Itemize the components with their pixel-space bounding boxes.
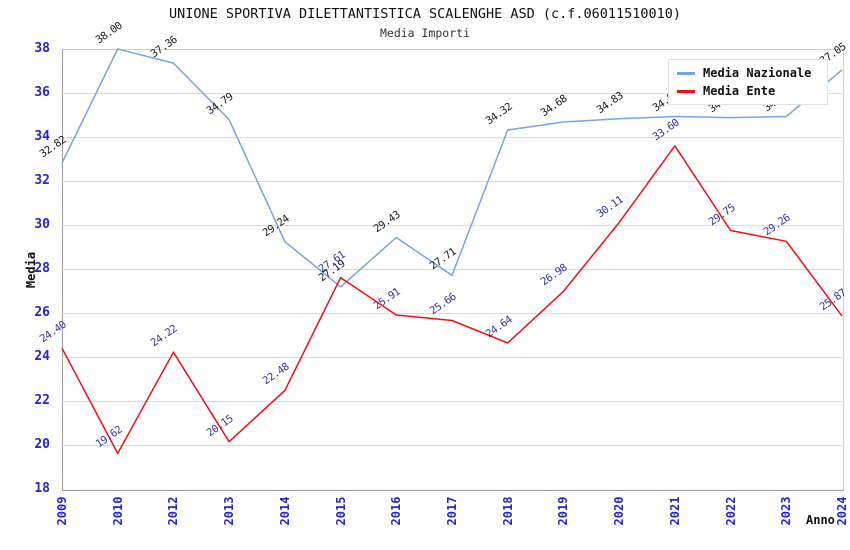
legend-label-ente: Media Ente [703, 84, 776, 98]
plot-gridline [62, 401, 842, 402]
nazionale-line-swatch-icon [677, 71, 695, 75]
x-tick-label: 2023 [779, 496, 794, 526]
x-tick-label: 2021 [667, 496, 682, 526]
plot-gridline [62, 225, 842, 226]
x-tick-label: 2014 [277, 496, 292, 526]
legend-item-media-nazionale: Media Nazionale [677, 66, 819, 80]
x-tick-label: 2022 [723, 496, 738, 526]
plot-gridline [62, 357, 842, 358]
plot-gridline [62, 269, 842, 270]
y-tick-label: 34 [34, 129, 50, 144]
x-tick-label: 2010 [110, 496, 125, 526]
y-tick-label: 26 [34, 305, 50, 320]
y-tick-label: 20 [34, 437, 50, 452]
legend: Media Nazionale Media Ente [668, 59, 828, 105]
plot-area [62, 49, 844, 491]
x-tick-label: 2024 [835, 496, 849, 526]
x-tick-label: 2020 [612, 496, 627, 526]
y-tick-label: 30 [34, 217, 50, 232]
x-tick-label: 2013 [222, 496, 237, 526]
x-tick-label: 2009 [55, 496, 69, 526]
legend-item-media-ente: Media Ente [677, 84, 819, 98]
y-tick-label: 36 [34, 85, 50, 100]
x-tick-label: 2012 [166, 496, 181, 526]
y-tick-label: 22 [34, 393, 50, 408]
y-tick-label: 38 [34, 41, 50, 56]
y-tick-label: 24 [34, 349, 50, 364]
x-tick-label: 2019 [556, 496, 571, 526]
legend-label-nazionale: Media Nazionale [703, 66, 812, 80]
chart-title: UNIONE SPORTIVA DILETTANTISTICA SCALENGH… [168, 6, 682, 22]
ente-line-swatch-icon [677, 89, 695, 93]
x-tick-label: 2015 [333, 496, 348, 526]
x-tick-label: 2017 [445, 496, 459, 526]
y-tick-label: 32 [34, 173, 50, 188]
x-axis-title: Anno [806, 513, 835, 527]
plot-gridline [62, 137, 842, 138]
chart-subtitle: Media Importi [379, 26, 470, 40]
plot-gridline [62, 181, 842, 182]
x-tick-label: 2016 [389, 496, 404, 526]
x-tick-label: 2018 [500, 496, 515, 526]
plot-gridline [62, 445, 842, 446]
data-point-label: 38.00 [93, 19, 125, 47]
plot-gridline [62, 313, 842, 314]
y-tick-label: 28 [34, 261, 50, 276]
y-axis-title: Media [24, 251, 38, 289]
y-tick-label: 18 [34, 481, 50, 496]
